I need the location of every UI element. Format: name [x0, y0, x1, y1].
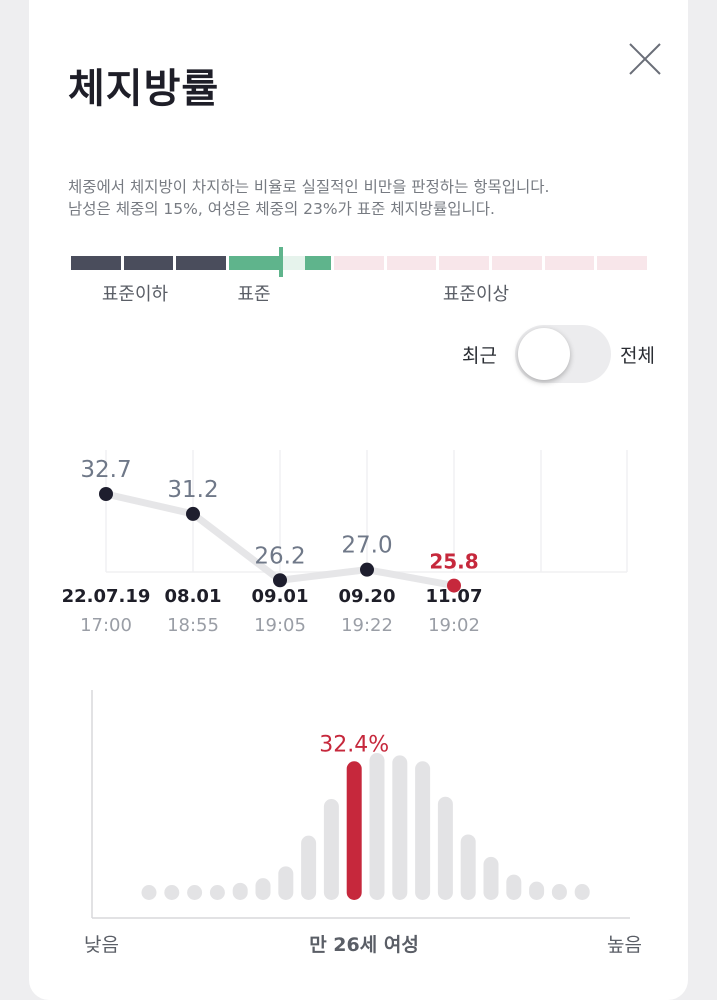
description: 체중에서 체지방이 차지하는 비율로 실질적인 비만을 판정하는 항목입니다. …: [68, 176, 658, 220]
toggle-knob[interactable]: [518, 328, 570, 380]
description-line: 체중에서 체지방이 차지하는 비율로 실질적인 비만을 판정하는 항목입니다.: [68, 178, 550, 196]
period-toggle[interactable]: [515, 325, 611, 383]
scale-segment: [492, 256, 542, 270]
scale-segment: [597, 256, 647, 270]
toggle-label-all[interactable]: 전체: [620, 345, 655, 367]
page-title: 체지방률: [68, 66, 220, 112]
scale-segment: [334, 256, 384, 270]
scale-label-standard: 표준: [237, 284, 271, 305]
scale-segment: [228, 256, 279, 270]
close-icon[interactable]: [626, 40, 664, 78]
scale-segment: [386, 256, 437, 270]
scale-segment: [544, 256, 595, 270]
scale-segment: [283, 256, 305, 270]
current-level-marker: [279, 247, 283, 277]
x-label-age-group: 만 26세 여성: [309, 934, 419, 956]
x-label-high: 높음: [607, 934, 642, 956]
scale-label-below: 표준이하: [101, 284, 169, 305]
scale-segment: [123, 256, 174, 270]
x-label-low: 낮음: [84, 934, 119, 956]
toggle-label-recent[interactable]: 최근: [462, 345, 497, 367]
scale-segment: [71, 256, 121, 270]
scale-label-above: 표준이상: [442, 284, 510, 305]
body-fat-card: [29, 0, 688, 1000]
scale-segment: [176, 256, 226, 270]
description-line: 남성은 체중의 15%, 여성은 체중의 23%가 표준 체지방률입니다.: [68, 200, 495, 218]
scale-segment: [439, 256, 490, 270]
